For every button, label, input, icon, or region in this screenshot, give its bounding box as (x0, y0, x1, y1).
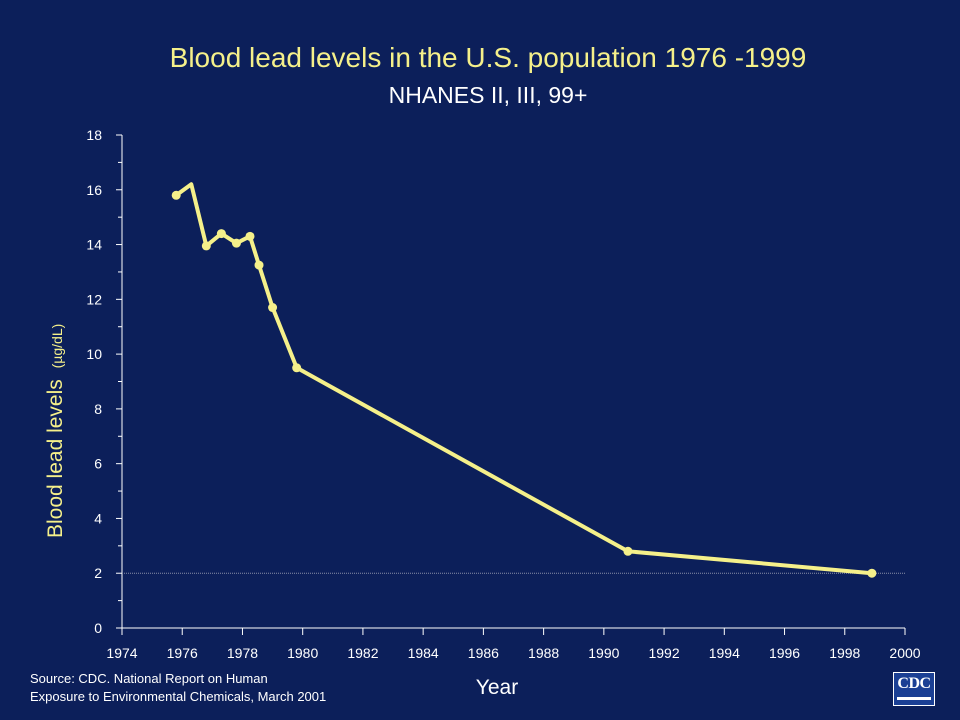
x-tick-label: 1992 (648, 645, 679, 661)
cdc-logo-text: CDC (897, 675, 931, 692)
x-tick-label: 1982 (347, 645, 378, 661)
x-axis-label: Year (476, 676, 518, 699)
data-point (623, 546, 633, 556)
x-tick-label: 1990 (588, 645, 619, 661)
data-point (171, 190, 181, 200)
y-axis-label-text: Blood lead levels (44, 379, 67, 538)
x-tick-label: 1994 (709, 645, 740, 661)
x-tick-label: 1986 (468, 645, 499, 661)
y-tick-label: 8 (94, 401, 102, 417)
cdc-logo-icon: CDC (893, 672, 935, 706)
chart-axes: 0 2 4 6 8 10 12 14 16 18 1974 1976 1978 1980 1982 1984 1… (86, 127, 920, 661)
data-point (231, 238, 241, 248)
y-tick-label: 4 (94, 510, 102, 526)
y-tick-label: 16 (86, 182, 102, 198)
series-line (174, 182, 874, 576)
y-axis-label: Blood lead levels (µg/dL) (44, 324, 67, 538)
data-point (201, 241, 211, 251)
source-note: Source: CDC. National Report on Human Ex… (30, 670, 326, 706)
x-tick-label: 1998 (829, 645, 860, 661)
data-point (254, 260, 264, 270)
x-tick-label: 1980 (287, 645, 318, 661)
source-line-1: Source: CDC. National Report on Human (30, 671, 268, 686)
x-tick-label: 2000 (889, 645, 920, 661)
chart-marks (171, 182, 877, 578)
y-tick-label: 10 (86, 346, 102, 362)
cdc-logo-bar (897, 697, 931, 700)
data-point (867, 568, 877, 578)
y-tick-label: 2 (94, 565, 102, 581)
chart-subtitle: NHANES II, III, 99+ (388, 82, 588, 108)
x-tick-label: 1976 (167, 645, 198, 661)
data-point (245, 231, 255, 241)
x-tick-label: 1984 (408, 645, 439, 661)
x-tick-label: 1996 (769, 645, 800, 661)
x-tick-label: 1978 (227, 645, 258, 661)
x-tick-label: 1988 (528, 645, 559, 661)
y-tick-label: 18 (86, 127, 102, 143)
y-tick-label: 12 (86, 291, 102, 307)
y-tick-label: 6 (94, 456, 102, 472)
y-tick-label: 0 (94, 620, 102, 636)
data-point (268, 303, 278, 313)
data-point (216, 229, 226, 239)
y-axis-unit: (µg/dL) (49, 324, 65, 369)
x-tick-label: 1974 (106, 645, 137, 661)
chart-title: Blood lead levels in the U.S. population… (169, 42, 807, 73)
data-point (292, 363, 302, 373)
y-tick-label: 14 (86, 237, 102, 253)
source-line-2: Exposure to Environmental Chemicals, Mar… (30, 689, 327, 704)
